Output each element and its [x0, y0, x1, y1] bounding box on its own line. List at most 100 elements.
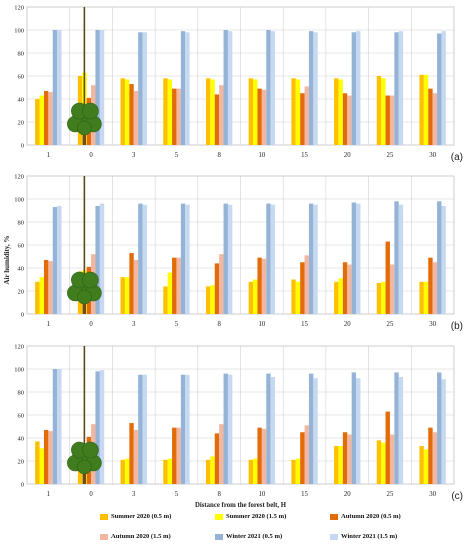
bar — [300, 93, 305, 145]
bar — [334, 281, 339, 314]
bar — [39, 95, 44, 145]
y-tick-label: 60 — [18, 242, 25, 249]
legend-item: Winter 2021 (0.5 m) — [215, 533, 282, 540]
legend-swatch — [100, 513, 108, 520]
bar — [304, 425, 309, 484]
bar — [257, 257, 262, 314]
bar — [423, 449, 429, 484]
legend-item: Autumn 2020 (1.5 m) — [100, 533, 171, 540]
bar — [313, 32, 318, 145]
legend-item: Summer 2020 (0.5 m) — [100, 513, 171, 520]
bar — [142, 374, 147, 484]
bar — [270, 31, 276, 145]
x-tick-label: 5 — [175, 152, 179, 159]
bar — [185, 204, 190, 314]
bar — [219, 424, 224, 484]
bar — [428, 427, 433, 484]
y-tick-label: 0 — [21, 311, 24, 318]
x-tick-label: 0 — [89, 152, 93, 159]
bar — [142, 204, 147, 314]
bar — [338, 446, 343, 484]
bar — [227, 204, 233, 314]
y-tick-label: 40 — [18, 265, 25, 272]
y-tick-label: 0 — [21, 142, 24, 149]
bar — [142, 32, 147, 145]
bar — [129, 84, 134, 145]
x-tick-label: 3 — [132, 321, 136, 328]
legend-item: Winter 2021 (1.5 m) — [330, 533, 397, 540]
bar — [180, 203, 186, 314]
bar — [423, 74, 429, 145]
bar — [43, 429, 49, 484]
bar — [253, 79, 258, 145]
legend-label: Summer 2020 (1.5 m) — [226, 513, 287, 520]
bar — [172, 427, 177, 484]
x-tick-label: 1 — [47, 491, 50, 498]
bar — [441, 379, 446, 484]
bar — [248, 78, 254, 145]
bar — [99, 370, 105, 484]
panel-label: (b) — [451, 321, 463, 332]
y-tick-label: 20 — [18, 119, 25, 126]
bar — [304, 86, 309, 145]
bar — [394, 372, 399, 484]
bar — [376, 282, 382, 314]
bar — [185, 32, 190, 145]
bar — [253, 279, 258, 314]
bar — [347, 95, 352, 145]
bar — [313, 378, 318, 484]
bar — [300, 262, 305, 314]
x-tick-label: 10 — [258, 321, 265, 328]
bar — [124, 79, 130, 145]
x-tick-label: 8 — [217, 152, 221, 159]
x-tick-label: 8 — [217, 491, 221, 498]
bar — [376, 76, 382, 145]
x-tick-label: 15 — [301, 491, 308, 498]
bar — [304, 255, 309, 314]
bar — [313, 204, 318, 314]
legend-label: Winter 2021 (1.5 m) — [341, 533, 398, 540]
bar — [120, 78, 125, 145]
bar — [39, 277, 44, 314]
bar — [210, 456, 215, 484]
bar — [266, 373, 271, 484]
bar — [214, 94, 220, 145]
legend: Summer 2020 (0.5 m) Summer 2020 (1.5 m) Au… — [100, 513, 440, 547]
tree-crown — [77, 459, 92, 475]
bar — [185, 374, 190, 484]
bar — [99, 30, 105, 145]
bar — [124, 277, 130, 314]
bar — [376, 440, 382, 484]
forest-belt-tree-illustration — [67, 176, 102, 314]
bar — [419, 74, 424, 145]
bar — [308, 203, 314, 314]
x-tick-label: 8 — [217, 321, 221, 328]
panel-label: (c) — [451, 491, 463, 502]
bar — [295, 458, 301, 484]
bar — [52, 207, 58, 314]
bar — [133, 259, 139, 314]
y-tick-label: 0 — [21, 481, 24, 488]
bar — [48, 431, 53, 484]
x-tick-label: 15 — [301, 152, 308, 159]
y-tick-label: 100 — [14, 366, 24, 373]
bar — [257, 88, 262, 145]
bar — [291, 459, 296, 484]
bar — [35, 441, 40, 484]
y-tick-label: 100 — [14, 27, 24, 34]
x-tick-label: 3 — [132, 152, 136, 159]
bar — [210, 285, 215, 314]
bar — [133, 429, 139, 484]
bar — [351, 372, 357, 484]
y-tick-label: 60 — [18, 412, 25, 419]
bar — [432, 262, 438, 314]
bar — [389, 264, 395, 314]
y-tick-label: 80 — [18, 389, 25, 396]
legend-swatch — [215, 533, 223, 540]
y-tick-label: 120 — [14, 4, 24, 11]
bar — [295, 281, 301, 314]
bar — [205, 78, 211, 145]
bar — [57, 369, 62, 484]
x-tick-label: 0 — [89, 491, 93, 498]
